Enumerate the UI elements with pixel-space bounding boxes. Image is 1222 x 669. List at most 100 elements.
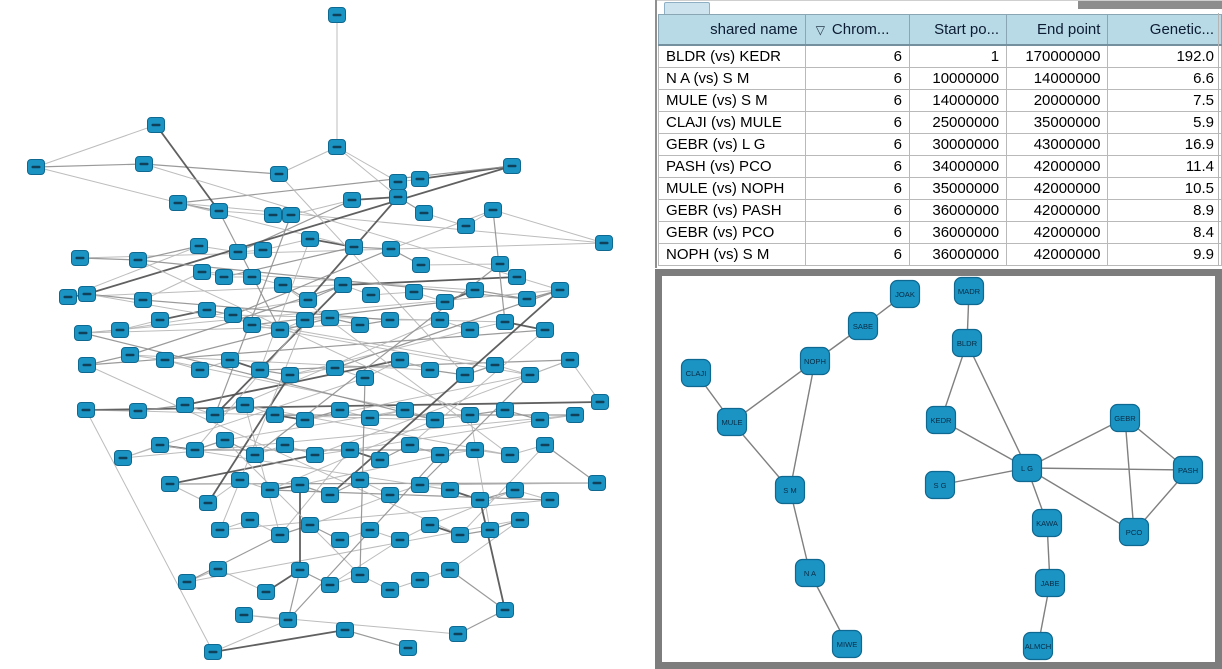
subnetwork-node-miwe[interactable]: MIWE bbox=[831, 629, 863, 659]
subnetwork-node-pash[interactable]: PASH bbox=[1172, 455, 1204, 485]
subnetwork-node-l-g[interactable]: L G bbox=[1011, 453, 1043, 483]
subnetwork-node-madr[interactable]: MADR bbox=[953, 276, 985, 306]
column-header-shared-name[interactable]: shared name bbox=[658, 14, 806, 46]
graph-node[interactable] bbox=[186, 442, 204, 458]
cell-value[interactable]: 43000000 bbox=[1006, 133, 1109, 156]
column-header-end-point[interactable]: End point bbox=[1006, 14, 1109, 46]
graph-node[interactable] bbox=[178, 574, 196, 590]
graph-node[interactable] bbox=[391, 352, 409, 368]
cell-value[interactable]: 6.6 bbox=[1107, 67, 1222, 90]
graph-node[interactable] bbox=[216, 432, 234, 448]
cell-value[interactable]: 7.5 bbox=[1107, 89, 1222, 112]
graph-node[interactable] bbox=[111, 322, 129, 338]
subnetwork-node-mule[interactable]: MULE bbox=[716, 407, 748, 437]
cell-value[interactable]: 9.9 bbox=[1107, 243, 1222, 266]
subnetwork-node-noph[interactable]: NOPH bbox=[799, 346, 831, 376]
graph-node[interactable] bbox=[457, 218, 475, 234]
graph-node[interactable] bbox=[257, 584, 275, 600]
subnetwork-node-kawa[interactable]: KAWA bbox=[1031, 508, 1063, 538]
table-tab-fragment[interactable] bbox=[664, 2, 710, 14]
graph-node[interactable] bbox=[156, 352, 174, 368]
cell-value[interactable]: 6 bbox=[804, 44, 910, 68]
graph-node[interactable] bbox=[243, 269, 261, 285]
subnetwork-node-jabe[interactable]: JABE bbox=[1034, 568, 1066, 598]
graph-node[interactable] bbox=[506, 482, 524, 498]
graph-node[interactable] bbox=[209, 561, 227, 577]
graph-node[interactable] bbox=[210, 203, 228, 219]
graph-node[interactable] bbox=[591, 394, 609, 410]
graph-node[interactable] bbox=[381, 582, 399, 598]
graph-node[interactable] bbox=[135, 156, 153, 172]
graph-node[interactable] bbox=[276, 437, 294, 453]
graph-node[interactable] bbox=[221, 352, 239, 368]
graph-node[interactable] bbox=[456, 367, 474, 383]
cell-value[interactable]: 42000000 bbox=[1006, 243, 1109, 266]
graph-node[interactable] bbox=[243, 317, 261, 333]
graph-node[interactable] bbox=[271, 527, 289, 543]
graph-node[interactable] bbox=[147, 117, 165, 133]
cell-value[interactable]: 170000000 bbox=[1006, 44, 1109, 68]
graph-node[interactable] bbox=[441, 562, 459, 578]
graph-node[interactable] bbox=[536, 322, 554, 338]
cell-value[interactable]: 16.9 bbox=[1107, 133, 1222, 156]
graph-node[interactable] bbox=[291, 477, 309, 493]
graph-node[interactable] bbox=[301, 517, 319, 533]
graph-node[interactable] bbox=[264, 207, 282, 223]
graph-node[interactable] bbox=[279, 612, 297, 628]
cell-value[interactable]: 42000000 bbox=[1006, 177, 1109, 200]
graph-node[interactable] bbox=[241, 512, 259, 528]
cell-value[interactable]: 36000000 bbox=[908, 243, 1008, 266]
graph-node[interactable] bbox=[496, 602, 514, 618]
graph-node[interactable] bbox=[281, 367, 299, 383]
graph-node[interactable] bbox=[411, 477, 429, 493]
cell-value[interactable]: 14000000 bbox=[908, 89, 1008, 112]
cell-value[interactable]: 34000000 bbox=[908, 155, 1008, 178]
cell-value[interactable]: 35000000 bbox=[1006, 111, 1109, 134]
graph-node[interactable] bbox=[282, 207, 300, 223]
subnetwork-node-almch[interactable]: ALMCH bbox=[1022, 631, 1054, 661]
graph-node[interactable] bbox=[169, 195, 187, 211]
graph-node[interactable] bbox=[236, 397, 254, 413]
graph-node[interactable] bbox=[114, 450, 132, 466]
table-row[interactable]: NOPH (vs) S M 6 36000000 42000000 9.9 bbox=[658, 243, 1222, 266]
cell-shared-name[interactable]: PASH (vs) PCO bbox=[658, 155, 806, 178]
cell-value[interactable]: 6 bbox=[804, 243, 910, 266]
graph-node[interactable] bbox=[486, 357, 504, 373]
graph-node[interactable] bbox=[391, 532, 409, 548]
graph-node[interactable] bbox=[296, 312, 314, 328]
graph-node[interactable] bbox=[436, 294, 454, 310]
graph-node[interactable] bbox=[496, 402, 514, 418]
graph-node[interactable] bbox=[351, 317, 369, 333]
graph-node[interactable] bbox=[190, 238, 208, 254]
cell-shared-name[interactable]: GEBR (vs) PASH bbox=[658, 199, 806, 222]
graph-node[interactable] bbox=[246, 447, 264, 463]
subnetwork-node-n-a[interactable]: N A bbox=[794, 558, 826, 588]
graph-node[interactable] bbox=[496, 314, 514, 330]
graph-node[interactable] bbox=[151, 312, 169, 328]
column-header-chrom---[interactable]: ▽ Chrom... bbox=[804, 14, 910, 46]
cell-value[interactable]: 25000000 bbox=[908, 111, 1008, 134]
table-row[interactable]: GEBR (vs) PASH 6 36000000 42000000 8.9 bbox=[658, 199, 1222, 222]
sub-network-canvas[interactable]: JOAK SABE NOPH CLAJI MULE S M N A MIWE MADR BLDR K… bbox=[662, 276, 1215, 662]
graph-node[interactable] bbox=[401, 437, 419, 453]
graph-node[interactable] bbox=[411, 572, 429, 588]
graph-node[interactable] bbox=[466, 442, 484, 458]
graph-node[interactable] bbox=[215, 269, 233, 285]
graph-node[interactable] bbox=[508, 269, 526, 285]
subnetwork-node-pco[interactable]: PCO bbox=[1118, 517, 1150, 547]
cell-value[interactable]: 192.0 bbox=[1107, 44, 1222, 68]
main-network-panel[interactable] bbox=[0, 0, 655, 669]
graph-node[interactable] bbox=[362, 287, 380, 303]
cell-value[interactable]: 42000000 bbox=[1006, 199, 1109, 222]
graph-node[interactable] bbox=[466, 282, 484, 298]
cell-shared-name[interactable]: GEBR (vs) L G bbox=[658, 133, 806, 156]
graph-node[interactable] bbox=[361, 410, 379, 426]
graph-node[interactable] bbox=[274, 277, 292, 293]
graph-node[interactable] bbox=[78, 286, 96, 302]
table-row[interactable]: BLDR (vs) KEDR 6 1 170000000 192.0 bbox=[658, 44, 1222, 68]
graph-node[interactable] bbox=[461, 407, 479, 423]
graph-node[interactable] bbox=[129, 403, 147, 419]
cell-value[interactable]: 42000000 bbox=[1006, 221, 1109, 244]
graph-node[interactable] bbox=[341, 442, 359, 458]
cell-shared-name[interactable]: GEBR (vs) PCO bbox=[658, 221, 806, 244]
